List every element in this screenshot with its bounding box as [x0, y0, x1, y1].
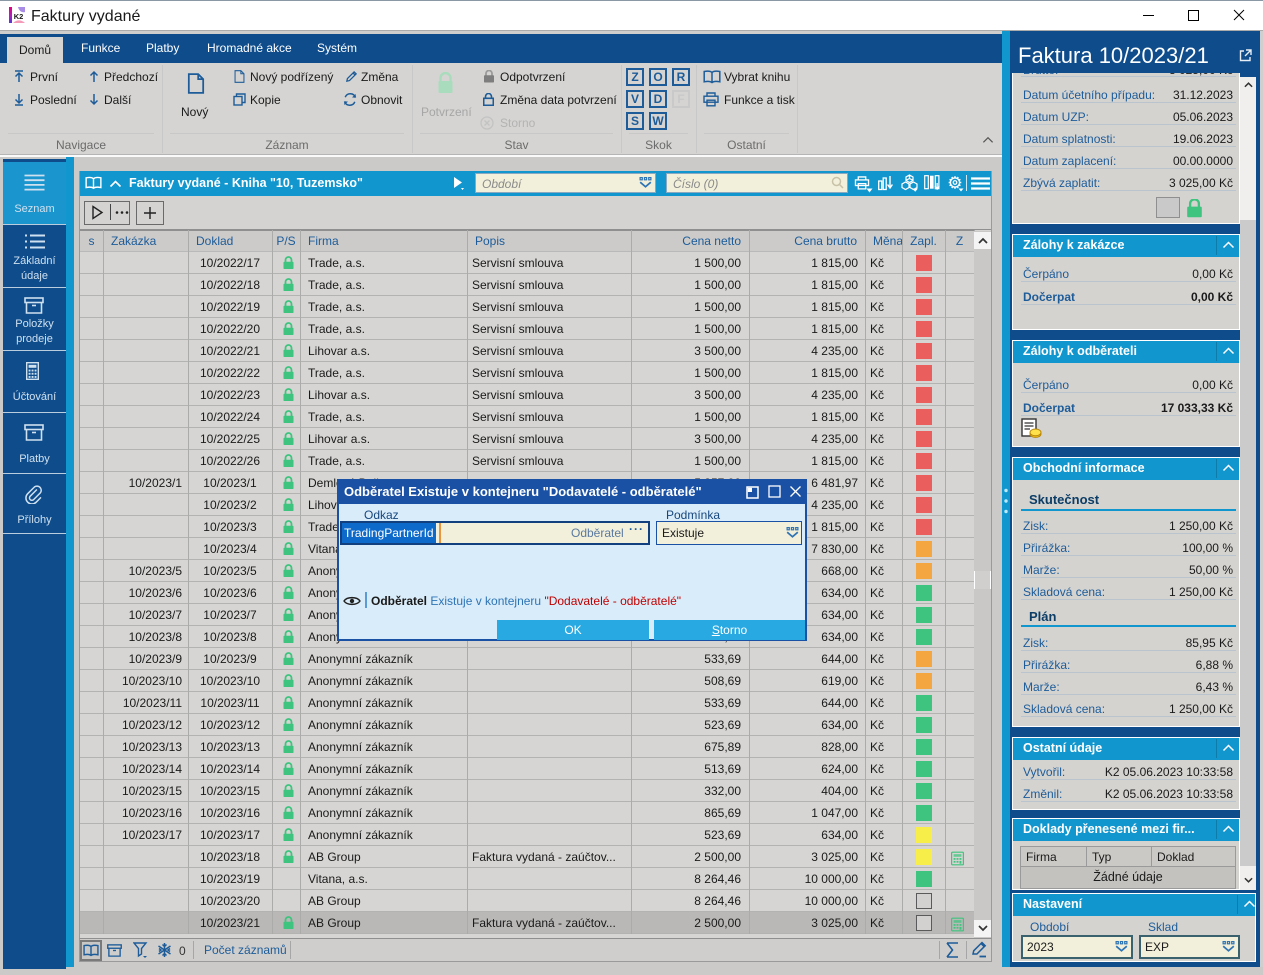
svg-text:K2: K2	[14, 12, 24, 21]
